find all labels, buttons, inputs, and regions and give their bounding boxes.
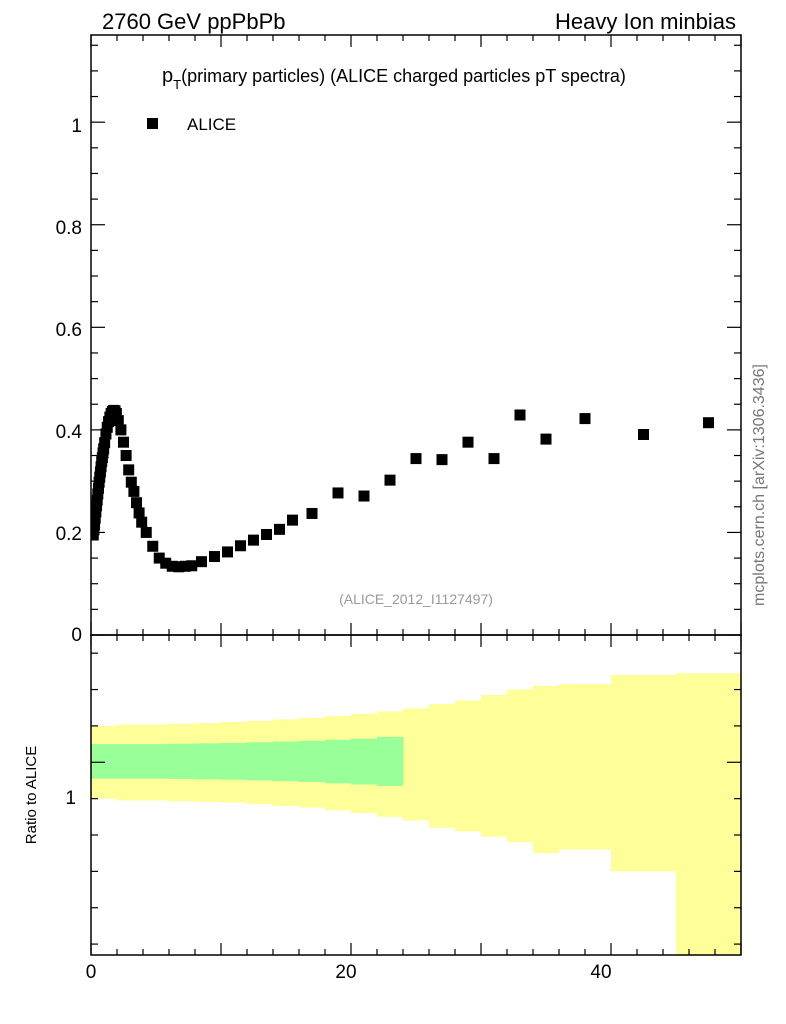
main-ytick-label: 0.8: [56, 218, 82, 239]
ratio-ylabel: Ratio to ALICE: [23, 746, 40, 844]
data-point: [128, 485, 140, 497]
data-point: [179, 560, 191, 572]
data-point: [120, 450, 132, 462]
data-point: [209, 551, 220, 563]
data-point: [100, 428, 112, 440]
data-point: [248, 534, 259, 546]
data-point: [222, 546, 233, 558]
data-point: [101, 421, 113, 433]
xtick-label: 20: [335, 962, 356, 983]
plot-title: pT(primary particles) (ALICE charged par…: [162, 65, 626, 92]
plot-title-subscript: T: [173, 77, 181, 92]
data-point: [110, 407, 122, 419]
ratio-band-inner-bin: [117, 744, 144, 779]
ratio-band-inner-bin: [351, 738, 378, 785]
ratio-band-inner-bin: [247, 742, 274, 781]
ratio-band-inner-bin: [169, 743, 196, 779]
header-right: Heavy Ion minbias: [555, 9, 736, 34]
ratio-band-inner-bin: [91, 744, 118, 779]
legend-marker: [147, 118, 158, 129]
data-point: [99, 437, 111, 449]
xtick-label: 40: [590, 962, 611, 983]
ratio-band-outer-bin: [507, 689, 534, 843]
data-point: [115, 424, 127, 436]
analysis-reference: (ALICE_2012_I1127497): [339, 591, 493, 607]
ratio-band-inner-bin: [273, 741, 300, 782]
ratio-band-outer-bin: [559, 684, 612, 850]
data-point: [125, 476, 137, 488]
ratio-band-inner-bin: [221, 743, 248, 780]
ratio-band-inner-bin: [299, 740, 326, 782]
ratio-band-outer-bin: [611, 675, 677, 872]
ratio-band-outer-bin: [533, 685, 560, 854]
data-point: [160, 557, 172, 569]
ratio-band-outer-bin: [403, 708, 430, 821]
data-point: [196, 556, 207, 568]
data-point: [579, 413, 591, 425]
plot-title-text: (primary particles) (ALICE charged parti…: [181, 66, 626, 86]
main-ytick-label: 1: [71, 116, 82, 137]
data-point: [91, 512, 101, 524]
data-point: [540, 433, 552, 445]
data-point: [153, 552, 165, 564]
data-point: [123, 464, 135, 476]
ratio-band-inner-bin: [325, 739, 352, 784]
data-point: [186, 560, 198, 572]
data-point: [384, 474, 396, 486]
data-point: [147, 540, 159, 552]
data-point: [462, 436, 474, 448]
main-y-axis-labels: 0 0.2 0.4 0.6 0.8 1: [56, 116, 83, 646]
data-point: [136, 516, 148, 528]
data-point: [98, 443, 110, 455]
data-point: [703, 417, 714, 429]
ratio-band-inner-bin: [143, 744, 170, 779]
data-point: [514, 409, 526, 421]
main-ytick-label: 0: [71, 625, 82, 646]
data-point: [133, 507, 145, 519]
header-left: 2760 GeV ppPbPb: [102, 9, 285, 34]
ratio-band-outer-bin: [455, 700, 482, 832]
main-ytick-label: 0.2: [56, 524, 82, 545]
data-point: [92, 488, 104, 500]
data-point: [92, 482, 104, 494]
ratio-band-outer-bin: [676, 673, 741, 955]
data-point: [91, 494, 103, 506]
data-point: [436, 454, 448, 466]
data-point: [306, 507, 318, 519]
data-points: [91, 404, 714, 573]
data-point: [287, 514, 298, 526]
data-point: [261, 528, 272, 540]
data-point: [91, 519, 101, 531]
data-point: [91, 500, 103, 512]
data-point: [166, 560, 178, 572]
data-point: [131, 497, 142, 509]
data-point: [140, 526, 152, 538]
data-point: [118, 436, 129, 448]
main-ytick-label: 0.6: [56, 320, 82, 341]
ratio-ytick-label: 1: [65, 788, 76, 809]
side-label: mcplots.cern.ch [arXiv:1306.3436]: [751, 364, 768, 606]
xtick-label: 0: [86, 962, 97, 983]
ratio-band-outer-bin: [429, 704, 456, 828]
ratio-bands: [91, 673, 741, 955]
data-point: [332, 487, 344, 499]
main-ytick-label: 0.4: [56, 422, 83, 443]
ratio-band-inner-bin: [195, 743, 222, 780]
plot-title-symbol: p: [162, 65, 173, 87]
data-point: [173, 561, 185, 573]
data-point: [91, 506, 102, 518]
ratio-panel-frame: [90, 634, 742, 956]
legend-label: ALICE: [187, 115, 236, 134]
ratio-band-inner-bin: [377, 736, 404, 786]
data-point: [638, 428, 649, 440]
data-point: [274, 523, 285, 535]
data-point: [358, 490, 370, 502]
axis-ticks: [90, 35, 742, 955]
data-point: [488, 453, 500, 465]
data-point: [112, 415, 124, 427]
ratio-band-outer-bin: [481, 695, 508, 837]
data-point: [235, 540, 246, 552]
data-point: [410, 453, 422, 465]
